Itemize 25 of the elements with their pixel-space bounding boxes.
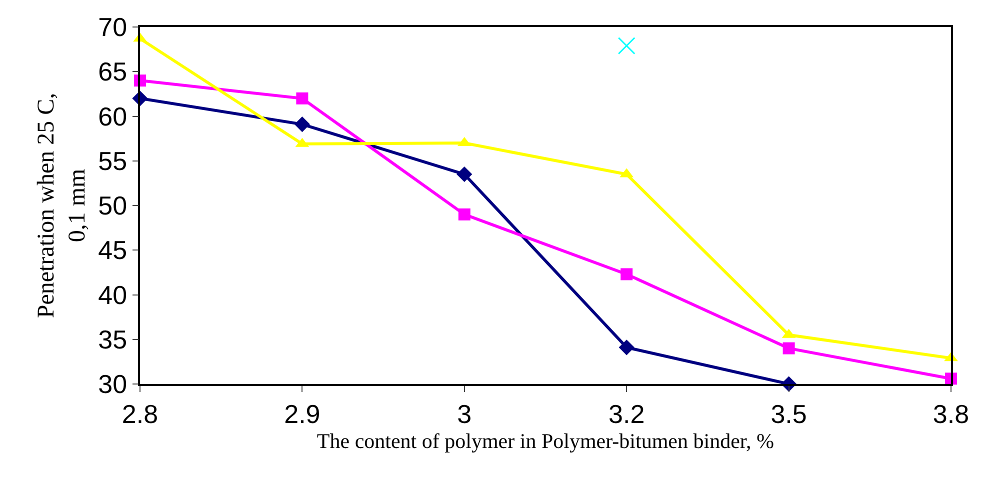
y-tick-label: 40 (98, 280, 128, 310)
y-tick-label: 65 (98, 56, 128, 87)
x-axis-title: The content of polymer in Polymer-bitumen binder, % (316, 428, 774, 453)
x-tick-label: 3.8 (932, 398, 970, 429)
point (782, 342, 795, 354)
x-tick-label: 3.2 (608, 398, 645, 429)
y-tick-label: 60 (98, 101, 128, 132)
x-tick-label: 2.8 (122, 398, 158, 429)
point (456, 166, 472, 182)
y-tick-label: 30 (98, 369, 128, 400)
point (620, 268, 633, 280)
point (458, 208, 470, 220)
y-tick-label: 55 (98, 146, 128, 176)
point (294, 116, 310, 132)
point (618, 340, 634, 356)
x-tick-label: 3 (457, 398, 472, 429)
x-tick-label: 3.5 (770, 398, 807, 429)
y-tick-label: 45 (98, 235, 128, 266)
x-tick-label: 2.9 (284, 398, 320, 429)
y-axis-title: Penetration when 25 C, 0,1 mm (34, 92, 91, 318)
point (296, 92, 308, 104)
y-tick-label: 70 (98, 12, 128, 42)
y-tick-label: 35 (98, 324, 128, 354)
point (618, 36, 636, 54)
y-tick-label: 50 (98, 190, 128, 221)
